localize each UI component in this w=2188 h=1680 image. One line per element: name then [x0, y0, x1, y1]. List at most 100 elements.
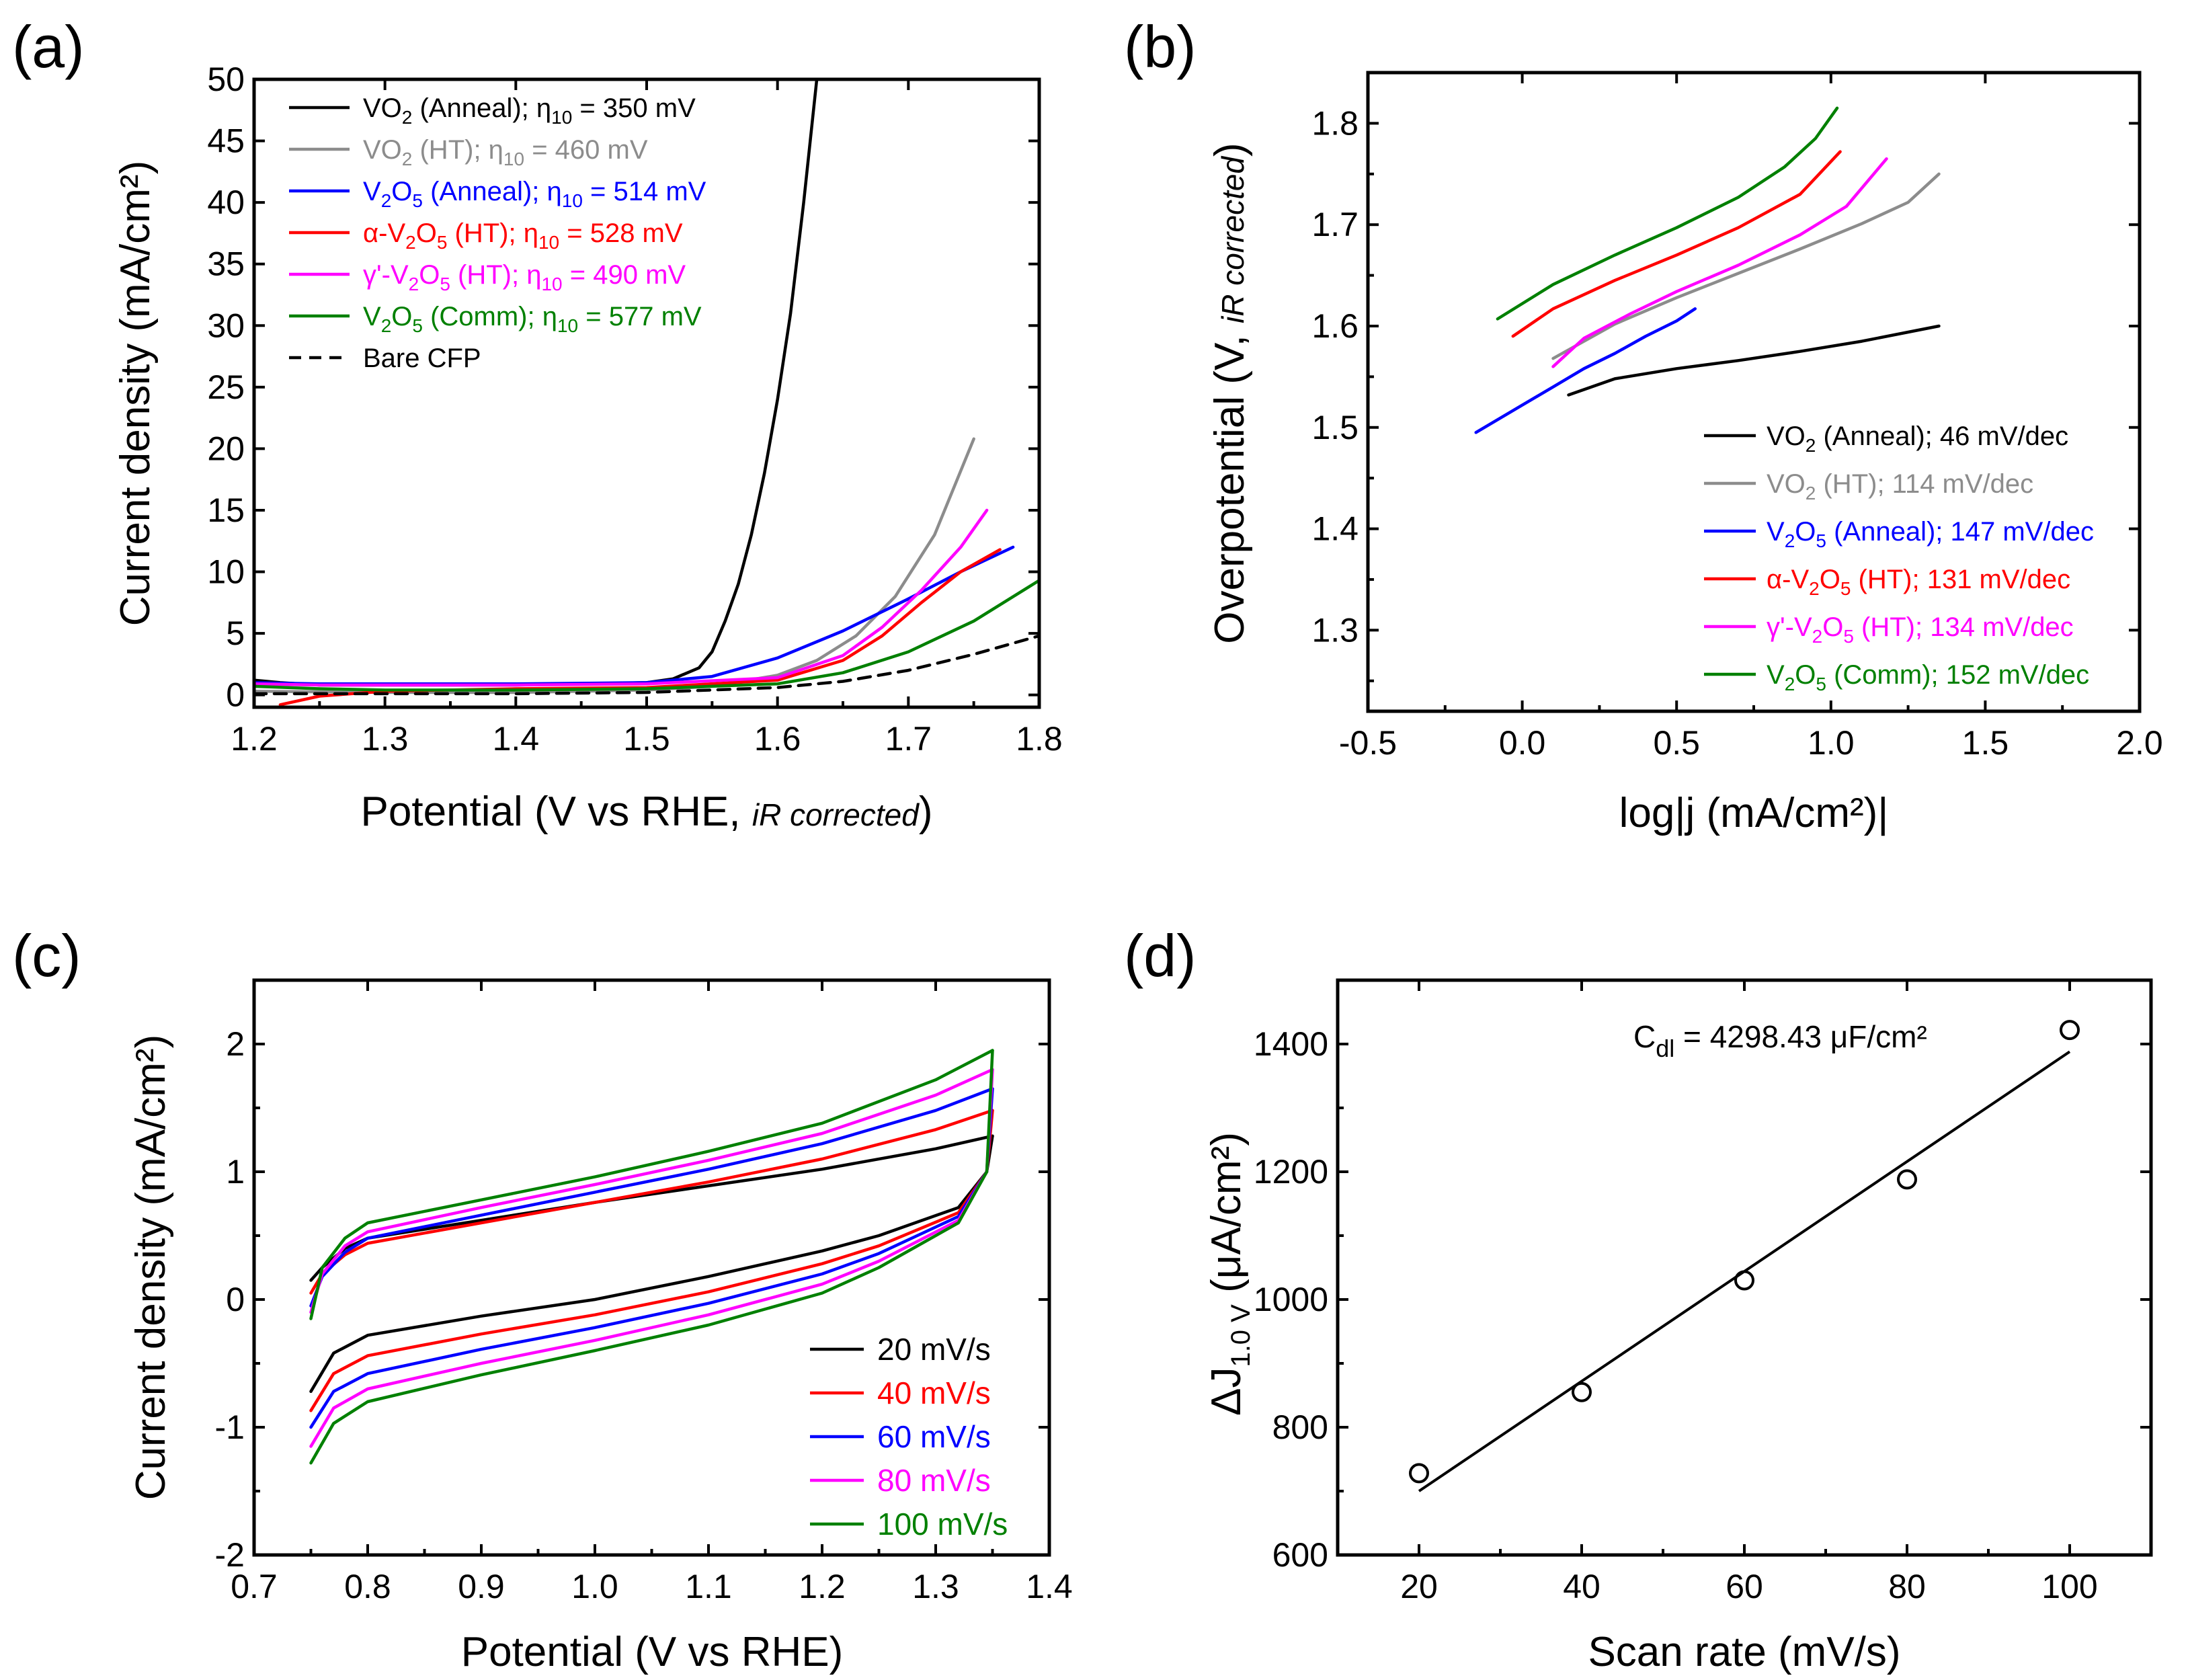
- panel-a-x-tick-label: 1.4: [493, 720, 540, 758]
- panel-d-data-point: [1409, 1463, 1429, 1484]
- panel-c-y-tick-label: 1: [226, 1153, 245, 1191]
- panel-c-legend: 20 mV/s 40 mV/s 60 mV/s 80 mV/s 100 mV/s: [810, 1332, 1008, 1542]
- panel-c-x-tick-label: 1.2: [799, 1568, 846, 1605]
- panel-d-cdl-annotation: Cdl = 4298.43 μF/cm²: [1633, 1019, 1927, 1062]
- panel-d-x-tick-label: 40: [1563, 1568, 1601, 1605]
- panel-c: (c) 0.7 0.8 0.9 1.0 1.1 1.2 1.3 1.4 -2 -1 0 1 2 Pote…: [12, 922, 1073, 1675]
- panel-a-y-tick-label: 30: [207, 307, 245, 344]
- panel-a-series-line: [254, 579, 1039, 692]
- panel-b-legend-label: γ'-V2​O5​ (HT); 134 mV/dec: [1767, 612, 2074, 647]
- panel-b-series-line: [1551, 172, 1941, 360]
- panel-a: (a) 1.2 1.3 1.4 1.5 1.6 1.7 1.8 0 5 10 15 20 25 30 35 4…: [12, 13, 1063, 835]
- panel-c-y-tick-label: 0: [226, 1281, 245, 1318]
- panel-c-y-tick-label: -2: [215, 1536, 245, 1574]
- panel-c-cathodic-scan: [309, 1134, 994, 1394]
- panel-b-y-tick-label: 1.7: [1311, 206, 1359, 243]
- panel-c-x-tick-label: 0.8: [344, 1568, 391, 1605]
- panel-d-data-point: [1572, 1382, 1592, 1402]
- panel-c-x-tick-label: 1.3: [912, 1568, 959, 1605]
- panel-b-y-tick-label: 1.8: [1311, 104, 1359, 142]
- panel-a-series-line: [254, 634, 1039, 696]
- panel-c-x-tick-label: 1.0: [571, 1568, 618, 1605]
- panel-d-y-tick-label: 1000: [1254, 1281, 1328, 1318]
- panel-c-anodic-scan: [309, 1087, 994, 1308]
- panel-a-series-line: [254, 437, 975, 694]
- panel-d-plot-frame: [1336, 978, 2153, 1557]
- panel-a-y-tick-label: 40: [207, 184, 245, 221]
- panel-d-y-tick-label: 1400: [1254, 1025, 1328, 1063]
- panel-c-x-tick-label: 0.7: [231, 1568, 278, 1605]
- panel-b: (b) -0.5 0.0 0.5 1.0 1.5 2.0 1.3 1.4 1.5 1.6 1.7 1.…: [1124, 13, 2163, 836]
- panel-d-ticks: 20 40 60 80 100 600 800 1000 1200 1400: [1254, 979, 2152, 1605]
- panel-a-legend-label: VO2​ (HT); η10​ = 460 mV: [363, 135, 648, 169]
- panel-c-anodic-scan: [309, 1109, 994, 1295]
- panel-b-series-line: [1511, 150, 1842, 338]
- panel-c-plot-frame: [252, 978, 1051, 1557]
- panel-c-x-tick-label: 0.9: [458, 1568, 505, 1605]
- panel-b-series-line: [1496, 106, 1839, 321]
- panel-b-x-tick-label: -0.5: [1339, 724, 1397, 762]
- panel-d-y-tick-label: 600: [1272, 1536, 1328, 1574]
- panel-a-legend-label: Bare CFP: [363, 344, 481, 373]
- panel-a-x-tick-label: 1.8: [1016, 720, 1063, 758]
- panel-a-y-tick-label: 35: [207, 245, 245, 283]
- panel-a-x-tick-label: 1.7: [885, 720, 932, 758]
- panel-a-x-axis-label: Potential (V vs RHE, iR corrected): [361, 789, 933, 835]
- panel-a-series: [254, 79, 1039, 707]
- panel-d: (d) 20 40 60 80 100 600 800 1000 1200 1400 Scan r…: [1124, 922, 2153, 1675]
- panel-b-legend-label: VO2​ (Anneal); 46 mV/dec: [1767, 422, 2068, 456]
- panel-b-y-tick-label: 1.3: [1311, 611, 1359, 649]
- panel-b-y-tick-label: 1.4: [1311, 510, 1359, 548]
- panel-b-x-tick-label: 1.5: [1962, 724, 2009, 762]
- panel-b-y-axis-label: Overpotential (V, iR corrected): [1207, 143, 1253, 643]
- panel-c-legend-label: 100 mV/s: [877, 1507, 1008, 1542]
- panel-d-data-point: [2060, 1020, 2080, 1041]
- panel-a-y-tick-label: 20: [207, 430, 245, 467]
- panel-c-series: [309, 1049, 994, 1465]
- panel-a-x-tick-label: 1.2: [231, 720, 278, 758]
- panel-c-anodic-scan: [309, 1049, 994, 1320]
- panel-b-legend-label: α-V2​O5​ (HT); 131 mV/dec: [1767, 565, 2070, 599]
- panel-c-x-tick-label: 1.1: [685, 1568, 732, 1605]
- panel-b-series-line: [1474, 307, 1697, 434]
- panel-b-plot-frame: [1366, 71, 2142, 713]
- panel-b-y-tick-label: 1.5: [1311, 409, 1359, 446]
- panel-b-x-tick-label: 0.5: [1653, 724, 1700, 762]
- panel-b-series-line: [1551, 157, 1888, 368]
- panel-d-data-point: [1734, 1270, 1754, 1291]
- panel-a-y-tick-label: 0: [226, 676, 245, 714]
- panel-d-x-tick-label: 20: [1400, 1568, 1438, 1605]
- panel-b-series-line: [1567, 324, 1941, 397]
- panel-a-y-tick-label: 25: [207, 368, 245, 406]
- panel-a-x-tick-label: 1.6: [754, 720, 801, 758]
- panel-a-y-tick-label: 10: [207, 553, 245, 591]
- panel-b-x-tick-label: 2.0: [2116, 724, 2163, 762]
- panel-b-y-tick-label: 1.6: [1311, 307, 1359, 345]
- panel-d-y-tick-label: 1200: [1254, 1153, 1328, 1191]
- panel-a-legend-label: γ'-V2​O5​ (HT); η10​ = 490 mV: [363, 260, 686, 294]
- panel-a-legend-label: V2​O5​ (Anneal); η10​ = 514 mV: [363, 177, 706, 211]
- panel-a-ticks: 1.2 1.3 1.4 1.5 1.6 1.7 1.8 0 5 10 15 20 25 30 35 40 45 5…: [207, 61, 1062, 758]
- panel-a-series-line: [254, 508, 989, 687]
- panel-b-legend-label: V2​O5​ (Anneal); 147 mV/dec: [1767, 517, 2094, 551]
- panel-a-y-tick-label: 5: [226, 614, 245, 652]
- panel-b-x-tick-label: 0.0: [1499, 724, 1546, 762]
- panel-d-x-tick-label: 100: [2041, 1568, 2097, 1605]
- panel-c-x-axis-label: Potential (V vs RHE): [461, 1629, 844, 1675]
- panel-a-x-tick-label: 1.3: [362, 720, 409, 758]
- panel-a-legend-label: VO2​ (Anneal); η10​ = 350 mV: [363, 93, 696, 128]
- panel-a-y-tick-label: 45: [207, 122, 245, 160]
- panel-a-series-line: [254, 545, 1015, 686]
- panel-d-x-tick-label: 60: [1726, 1568, 1763, 1605]
- panel-b-legend: VO2​ (Anneal); 46 mV/dec VO2​ (HT); 114 m…: [1704, 422, 2094, 694]
- panel-b-x-tick-label: 1.0: [1808, 724, 1855, 762]
- panel-c-anodic-scan: [309, 1068, 994, 1314]
- panel-a-series-line: [254, 79, 819, 687]
- panel-a-legend-label: α-V2​O5​ (HT); η10​ = 528 mV: [363, 218, 683, 253]
- panel-b-legend-label: VO2​ (HT); 114 mV/dec: [1767, 469, 2033, 504]
- panel-d-x-axis-label: Scan rate (mV/s): [1588, 1629, 1900, 1675]
- panel-c-anodic-scan: [309, 1134, 994, 1282]
- panel-d-x-tick-label: 80: [1888, 1568, 1926, 1605]
- panel-c-legend-label: 80 mV/s: [877, 1463, 991, 1498]
